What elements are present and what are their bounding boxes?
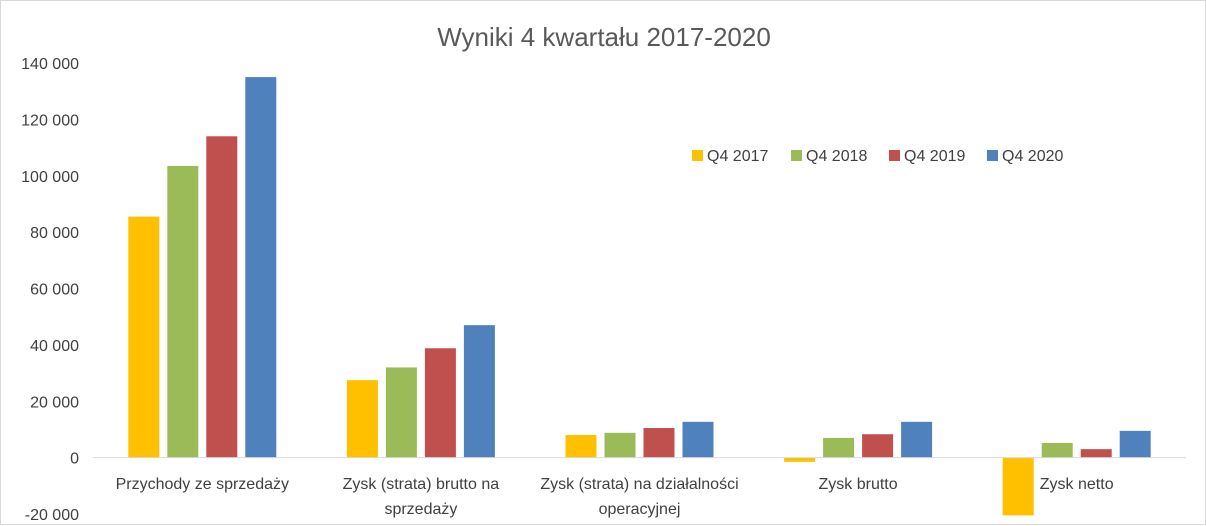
bar — [346, 380, 378, 458]
bar — [901, 421, 933, 458]
bar — [604, 432, 636, 458]
bar — [167, 165, 199, 458]
y-tick-label: 20 000 — [30, 394, 79, 411]
bar — [1002, 457, 1034, 516]
x-tick-label: Zysk netto — [1040, 476, 1114, 493]
x-tick-label: Przychody ze sprzedaży — [116, 476, 289, 493]
bar — [463, 325, 495, 458]
bars — [128, 77, 1151, 516]
bar — [385, 367, 417, 458]
legend-swatch — [889, 150, 900, 161]
legend-swatch — [692, 150, 703, 161]
legend-label: Q4 2019 — [904, 148, 965, 165]
y-tick-label: 120 000 — [21, 112, 79, 129]
bar — [128, 216, 160, 458]
bar — [1041, 442, 1073, 458]
y-tick-label: 80 000 — [30, 225, 79, 242]
legend: Q4 2017 Q4 2018 Q4 2019 Q4 2020 — [692, 148, 1063, 165]
y-tick-label: 60 000 — [30, 282, 79, 299]
y-axis: 140 000 120 000 100 000 80 000 60 000 40 000 2… — [21, 56, 79, 524]
legend-swatch — [987, 150, 998, 161]
y-tick-label: 100 000 — [21, 169, 79, 186]
bar — [823, 437, 855, 458]
legend-label: Q4 2020 — [1002, 148, 1063, 165]
bar — [784, 457, 816, 462]
x-tick-label: Zysk (strata) brutto na — [343, 476, 500, 493]
category-labels: Przychody ze sprzedaży Zysk (strata) brut… — [116, 476, 1114, 518]
y-tick-label: 0 — [70, 451, 79, 468]
legend-label: Q4 2017 — [707, 148, 768, 165]
bar — [682, 421, 714, 458]
bar — [245, 77, 277, 458]
bar — [1119, 430, 1151, 458]
bar — [565, 435, 597, 458]
bar — [862, 434, 894, 458]
bar — [1080, 449, 1112, 458]
bar — [206, 136, 238, 458]
y-tick-label: 140 000 — [21, 56, 79, 73]
x-tick-label: Zysk (strata) na działalności — [540, 476, 738, 493]
x-tick-label: Zysk brutto — [819, 476, 898, 493]
bar — [424, 348, 456, 458]
y-tick-label: 40 000 — [30, 338, 79, 355]
bar — [643, 428, 675, 458]
legend-swatch — [791, 150, 802, 161]
y-tick-label: -20 000 — [25, 507, 79, 524]
x-tick-label: operacyjnej — [599, 501, 681, 518]
legend-label: Q4 2018 — [806, 148, 867, 165]
chart-title: Wyniki 4 kwartału 2017-2020 — [437, 22, 771, 52]
x-tick-label: sprzedaży — [384, 501, 457, 518]
